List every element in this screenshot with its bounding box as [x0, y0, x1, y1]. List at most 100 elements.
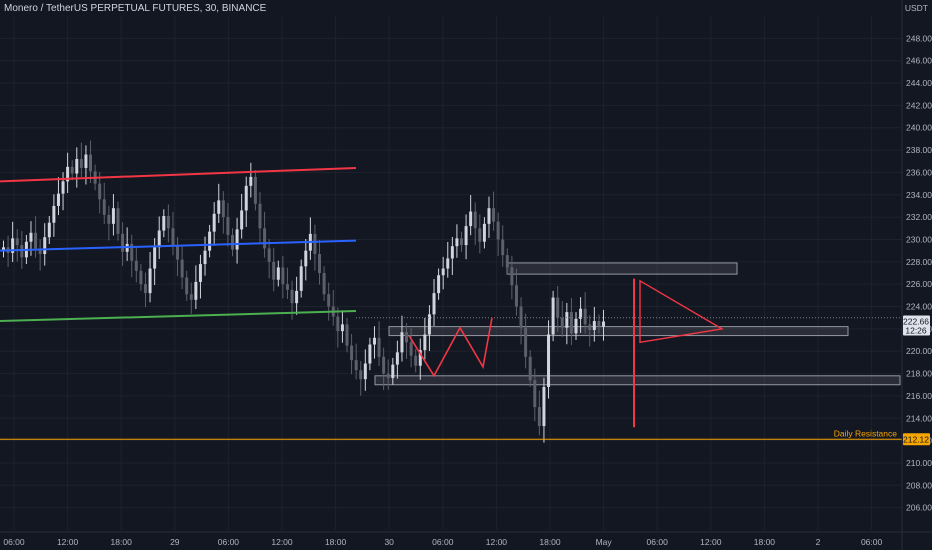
x-tick-label: 06:00 — [218, 537, 240, 547]
currency-label: USDT — [904, 3, 928, 13]
candle-body — [61, 181, 65, 194]
candle-body — [267, 248, 271, 262]
candle-body — [423, 334, 427, 351]
candle-body — [240, 210, 244, 230]
candle-body — [464, 226, 468, 246]
candle-body — [487, 208, 491, 224]
x-tick-label: 06:00 — [432, 537, 454, 547]
candle-body — [34, 232, 38, 249]
candle-body — [336, 316, 340, 332]
daily-resistance-badge — [903, 433, 930, 446]
x-tick-label: 12:00 — [700, 537, 722, 547]
y-tick-label: 208.00 — [906, 480, 932, 490]
candle-body — [322, 273, 326, 295]
candle-body — [409, 342, 413, 356]
candle-body — [437, 275, 441, 294]
candle-body — [560, 317, 564, 328]
candle-body — [89, 154, 93, 172]
candle-body — [382, 356, 386, 374]
candle-body — [460, 238, 463, 246]
candle-body — [350, 345, 354, 361]
candle-body — [52, 205, 56, 223]
channel-bottom — [0, 309, 357, 323]
candle-body — [299, 266, 303, 291]
candle-body — [285, 284, 289, 290]
x-tick-label: 18:00 — [539, 537, 561, 547]
candle-body — [363, 363, 367, 380]
candle-body — [107, 214, 111, 224]
y-tick-label: 244.00 — [906, 78, 932, 88]
candle-body — [15, 238, 19, 246]
candle-body — [446, 258, 450, 269]
candle-body — [111, 208, 115, 224]
candle-body — [597, 321, 601, 327]
zigzag-pattern — [408, 317, 493, 378]
candle-body — [221, 200, 225, 218]
candle-body — [372, 337, 376, 345]
candle-body — [505, 255, 509, 268]
x-tick-label: 12:00 — [57, 537, 79, 547]
candle-body — [583, 308, 587, 325]
y-tick-label: 234.00 — [906, 190, 932, 200]
candle-body — [528, 356, 532, 381]
candle-body — [345, 324, 349, 346]
candle-body — [391, 364, 395, 379]
candle-body — [432, 293, 436, 315]
candle-body — [43, 237, 47, 255]
y-tick-label: 230.00 — [906, 234, 932, 244]
x-tick-label: 12:00 — [271, 537, 293, 547]
candle-body — [70, 166, 74, 174]
candle-body — [20, 245, 24, 258]
candle-body — [281, 267, 285, 285]
candle-body — [414, 355, 418, 366]
candle-body — [276, 267, 280, 280]
y-tick-label: 214.00 — [906, 413, 932, 423]
candle-body — [318, 254, 322, 273]
candle-body — [66, 166, 70, 182]
candle-body — [304, 250, 308, 267]
zone-217 — [374, 375, 901, 386]
candle-body — [231, 235, 234, 250]
x-tick-label: 06:00 — [861, 537, 883, 547]
y-tick-label: 216.00 — [906, 391, 932, 401]
zone-221 — [388, 326, 849, 337]
y-tick-label: 228.00 — [906, 257, 932, 267]
candle-body — [75, 159, 79, 174]
candle-body — [386, 373, 390, 379]
x-tick-label: 18:00 — [325, 537, 347, 547]
candle-body — [98, 183, 102, 200]
x-tick-label: 30 — [384, 537, 394, 547]
current-price-value: 222.66 — [903, 316, 929, 326]
candle-body — [395, 352, 399, 365]
candle-body — [496, 221, 500, 240]
candle-body — [359, 370, 363, 380]
y-tick-label: 232.00 — [906, 212, 932, 222]
candle-body — [143, 284, 147, 294]
daily-resistance-value: 212.12 — [903, 434, 929, 444]
trendlines: Daily Resistance — [0, 166, 902, 440]
candle-body — [368, 344, 372, 364]
daily-resistance-label: Daily Resistance — [834, 428, 898, 438]
candle-body — [501, 239, 505, 256]
candle-body — [524, 327, 528, 357]
candle-body — [162, 216, 166, 231]
candle-body — [579, 308, 583, 319]
candle-body — [313, 233, 317, 255]
candle-body — [121, 233, 125, 252]
candle-body — [405, 332, 409, 343]
y-tick-label: 226.00 — [906, 279, 932, 289]
pattern-annotations — [408, 278, 725, 428]
candle-body — [427, 314, 431, 335]
candle-body — [176, 246, 180, 260]
grid — [0, 16, 902, 530]
candle-body — [166, 216, 170, 229]
y-tick-label: 240.00 — [906, 123, 932, 133]
candle-body — [235, 229, 239, 250]
candle-body — [450, 246, 454, 259]
price-zones — [374, 262, 901, 386]
y-tick-label: 206.00 — [906, 503, 932, 513]
candle-body — [327, 294, 331, 307]
chart-title: Monero / TetherUS PERPETUAL FUTURES, 30,… — [4, 3, 267, 14]
candle-body — [574, 318, 578, 334]
